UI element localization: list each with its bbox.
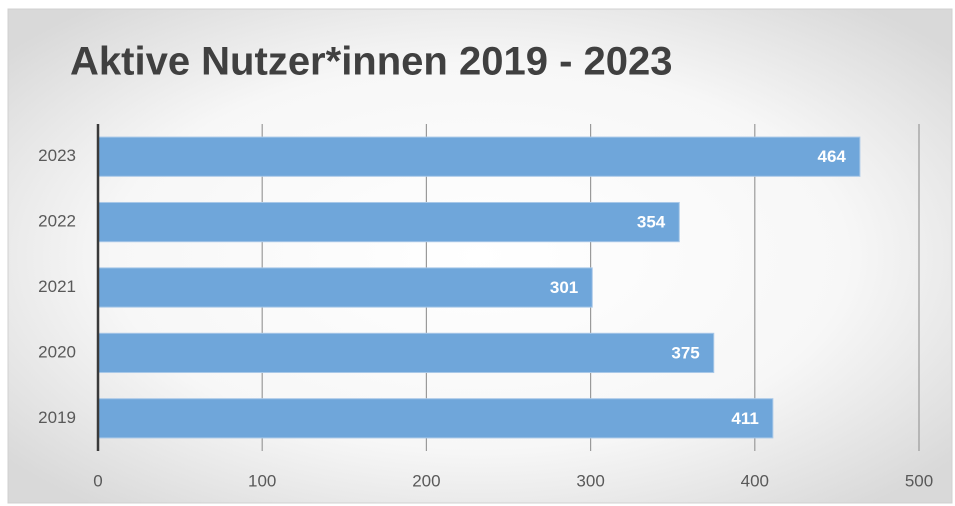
value-label: 301 [550, 278, 578, 297]
y-tick-label: 2019 [38, 408, 76, 427]
y-tick-label: 2022 [38, 212, 76, 231]
bar [97, 398, 774, 439]
bar [97, 201, 680, 243]
value-label: 411 [731, 409, 758, 428]
x-tick-label: 0 [93, 471, 102, 490]
y-tick-label: 2020 [38, 342, 76, 361]
x-tick-label: 200 [412, 471, 440, 490]
x-tick-label: 500 [905, 471, 933, 490]
value-label: 375 [671, 343, 699, 362]
bar [97, 332, 715, 374]
bar [97, 267, 593, 308]
y-tick-label: 2023 [38, 146, 76, 165]
value-label: 464 [818, 147, 847, 166]
x-tick-label: 100 [248, 471, 276, 490]
value-label: 354 [637, 213, 666, 232]
y-tick-label: 2021 [38, 277, 76, 296]
bar [97, 136, 861, 177]
x-tick-label: 300 [576, 471, 604, 490]
x-tick-label: 400 [741, 471, 769, 490]
chart-title: Aktive Nutzer*innen 2019 - 2023 [70, 40, 672, 84]
